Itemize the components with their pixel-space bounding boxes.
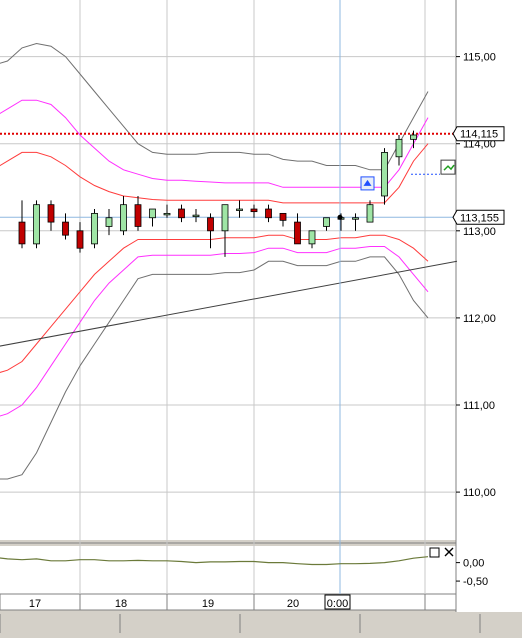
main-plot-area (0, 0, 456, 540)
candle-bullish[interactable] (192, 209, 200, 223)
candle-body (381, 152, 388, 197)
candle-body (62, 221, 69, 236)
candle-bearish[interactable] (207, 213, 214, 249)
x-tick-label: 18 (115, 598, 127, 610)
y-tick-label: 114,00 (463, 139, 496, 151)
band-outer-lower (0, 256, 429, 480)
candle-body (279, 212, 287, 221)
crosshair-point (337, 214, 343, 220)
sub-y-tick-label: 0,00 (463, 558, 484, 570)
sell-signal-marker[interactable] (440, 159, 456, 175)
candle-bullish[interactable] (221, 204, 229, 257)
candle-bearish[interactable] (294, 213, 301, 245)
candle-bearish[interactable] (47, 200, 55, 231)
y-tick-label: 110,00 (463, 487, 496, 499)
candle-bullish[interactable] (323, 217, 330, 231)
candle-bearish[interactable] (250, 204, 258, 218)
candle-body (76, 230, 84, 249)
sub-plot-area (0, 546, 456, 594)
candle-bullish[interactable] (120, 195, 127, 236)
band-inner-upper (0, 143, 429, 204)
candle-body (91, 212, 98, 245)
candle-body (120, 204, 127, 232)
bottom-bar (0, 612, 522, 633)
x-tick-label: 20 (287, 598, 299, 610)
candle-body (207, 217, 214, 232)
candle-body (352, 217, 359, 220)
x-tick-label: 19 (202, 598, 214, 610)
band-mid-upper (0, 99, 429, 188)
x-cursor-text: 0:00 (327, 598, 348, 610)
candle-bullish[interactable] (236, 200, 243, 218)
x-tick-label: 17 (29, 598, 41, 610)
band-outer-upper (0, 42, 429, 171)
restore-box (429, 547, 440, 558)
candle-body (236, 208, 243, 211)
candle-bullish[interactable] (149, 208, 156, 227)
candle-body (18, 221, 26, 245)
price-badge: 114,115 (452, 126, 505, 142)
candle-body (178, 208, 185, 219)
triangle-up-icon (363, 179, 372, 186)
candle-body (163, 212, 171, 216)
trendline[interactable] (0, 260, 458, 352)
candle-body (192, 214, 200, 218)
candle-body (265, 208, 272, 219)
price-axis-area (456, 0, 522, 633)
candle-bearish[interactable] (265, 204, 272, 223)
trend-icon (443, 164, 455, 171)
buy-signal-marker[interactable] (360, 176, 375, 191)
candle-bearish[interactable] (62, 213, 69, 240)
oscillator-line (0, 556, 429, 566)
candle-bullish[interactable] (395, 135, 403, 166)
y-tick-label: 111,00 (463, 400, 495, 412)
candle-body (33, 204, 40, 245)
y-tick-label: 113,00 (463, 226, 496, 238)
price-badge-label: 114,115 (460, 129, 498, 141)
candle-body (134, 204, 142, 227)
candle-body (47, 204, 55, 223)
candle-bullish[interactable] (163, 204, 171, 218)
price-badge-label: 113,155 (460, 212, 499, 224)
band-mid-lower (0, 246, 429, 417)
candle-bearish[interactable] (134, 195, 142, 231)
candle-bullish[interactable] (91, 209, 98, 249)
candle-bearish[interactable] (178, 204, 185, 223)
y-tick-label: 112,00 (463, 313, 496, 325)
x-cursor-label: 0:00 (324, 594, 351, 610)
candle-bullish[interactable] (381, 148, 388, 205)
candle-body (294, 221, 301, 245)
candle-body (410, 134, 417, 140)
window-restore-icon[interactable] (429, 547, 440, 558)
candle-bullish[interactable] (352, 213, 359, 231)
candle-body (221, 204, 229, 232)
candle-bullish[interactable] (308, 230, 316, 249)
price-badge-box (452, 209, 505, 225)
price-badge-box (452, 126, 505, 142)
candle-bearish[interactable] (279, 212, 287, 227)
candle-body (323, 217, 330, 227)
candle-bullish[interactable] (33, 200, 40, 249)
candle-bullish[interactable] (366, 200, 374, 223)
close-icon[interactable] (444, 547, 454, 557)
x-axis-band (0, 593, 457, 611)
candle-body (105, 217, 113, 227)
candles (18, 130, 417, 257)
sub-y-tick-label: -0,50 (463, 576, 488, 588)
candle-body (366, 204, 374, 223)
candle-bearish[interactable] (18, 200, 26, 249)
y-tick-label: 115,00 (463, 52, 496, 64)
candle-body (250, 208, 258, 213)
x-cursor-box (324, 594, 351, 610)
close-cross (444, 547, 454, 557)
candle-body (395, 138, 403, 158)
price-badge: 113,155 (452, 209, 505, 225)
candle-bullish[interactable] (105, 209, 113, 236)
candle-body (149, 208, 156, 219)
candle-bullish[interactable] (410, 130, 417, 149)
candle-body (308, 230, 316, 245)
candle-bearish[interactable] (76, 222, 84, 253)
